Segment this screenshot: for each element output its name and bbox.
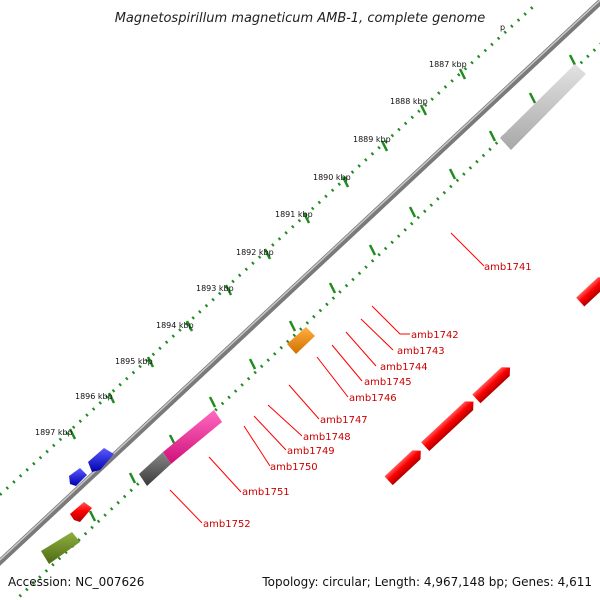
ruler-tick <box>68 428 77 440</box>
leader-line <box>331 344 363 382</box>
outer-scale-ring <box>0 3 537 497</box>
ruler-tick <box>263 248 272 260</box>
blue-feature[interactable] <box>69 468 87 486</box>
inner-tick <box>528 92 537 104</box>
kbp-label: 1888 kbp <box>390 97 428 106</box>
accession-text: Accession: NC_007626 <box>8 575 144 589</box>
olive-feature[interactable] <box>41 532 80 564</box>
inner-tick <box>208 396 217 408</box>
gene-label-amb1746[interactable]: amb1746 <box>349 393 397 404</box>
ruler-tick <box>185 320 194 332</box>
kbp-label: 1896 kbp <box>75 392 113 401</box>
cds-track <box>384 273 600 486</box>
magenta-feature[interactable] <box>163 410 222 464</box>
leader-line <box>267 404 303 437</box>
leader-line <box>253 415 287 451</box>
leader-line <box>371 305 410 335</box>
cds-arrow[interactable] <box>70 502 92 522</box>
inner-tick <box>568 54 577 66</box>
inner-tick <box>448 168 457 180</box>
kbp-label: 1890 kbp <box>313 173 351 182</box>
inner-tick <box>328 282 337 294</box>
inner-tick <box>408 206 417 218</box>
cds-arrow[interactable] <box>384 446 425 486</box>
gene-label-amb1748[interactable]: amb1748 <box>303 432 351 443</box>
inner-tick <box>288 320 297 332</box>
genome-backbone <box>0 0 600 566</box>
kbp-label: 1895 kbp <box>115 357 153 366</box>
gene-label-amb1750[interactable]: amb1750 <box>270 462 318 473</box>
gene-label-amb1741[interactable]: amb1741 <box>484 262 532 273</box>
cds-arrow[interactable] <box>576 273 600 307</box>
cds-arrow[interactable] <box>421 397 477 452</box>
inner-tick <box>248 358 257 370</box>
kbp-label: 1893 kbp <box>196 284 234 293</box>
ruler-tick <box>458 68 467 80</box>
leader-line <box>169 489 203 524</box>
ruler-tick <box>302 212 311 224</box>
ruler-tick <box>107 392 116 404</box>
inner-tick <box>488 130 497 142</box>
gene-label-amb1744[interactable]: amb1744 <box>380 362 428 373</box>
blue-feature[interactable] <box>88 448 114 472</box>
kbp-label: 1892 kbp <box>236 248 274 257</box>
kbp-label: 1889 kbp <box>353 135 391 144</box>
leader-line <box>208 456 242 493</box>
ruler-tick <box>341 176 350 188</box>
gene-label-amb1743[interactable]: amb1743 <box>397 346 445 357</box>
genome-title: Magnetospirillum magneticum AMB-1, compl… <box>115 11 486 26</box>
leader-line <box>360 318 394 351</box>
leader-line <box>450 232 485 267</box>
gene-label-amb1747[interactable]: amb1747 <box>320 415 368 426</box>
gene-label-amb1752[interactable]: amb1752 <box>203 519 251 530</box>
genome-backbone-highlight <box>0 0 600 561</box>
inner-tick <box>88 510 97 522</box>
ruler-tick <box>146 356 155 368</box>
ruler-ticks <box>68 68 467 440</box>
genome-summary-text: Topology: circular; Length: 4,967,148 bp… <box>261 575 592 589</box>
kbp-label: 1897 kbp <box>35 428 73 437</box>
inner-tick <box>128 472 137 484</box>
inner-tick <box>368 244 377 256</box>
gene-label-amb1749[interactable]: amb1749 <box>287 446 335 457</box>
leader-line <box>316 356 349 398</box>
gene-leader-lines <box>169 232 485 524</box>
kbp-label: 1891 kbp <box>275 210 313 219</box>
ruler-tick <box>380 140 389 152</box>
inner-ring-ticks <box>88 54 577 522</box>
ruler-tick <box>224 284 233 296</box>
orange-feature[interactable] <box>287 327 315 354</box>
gene-label-amb1751[interactable]: amb1751 <box>242 487 290 498</box>
leader-line <box>243 425 271 467</box>
grey-feature[interactable] <box>500 64 586 150</box>
gene-label-amb1745[interactable]: amb1745 <box>364 377 412 388</box>
title-fragment: p <box>500 23 505 32</box>
cds-arrow[interactable] <box>472 363 514 404</box>
leader-line <box>345 331 377 367</box>
dark-feature[interactable] <box>139 452 171 486</box>
kbp-label: 1894 kbp <box>156 321 194 330</box>
inner-scale-ring <box>13 42 600 600</box>
gene-label-amb1742[interactable]: amb1742 <box>411 330 459 341</box>
leader-line <box>288 384 320 420</box>
ruler-tick <box>419 104 428 116</box>
kbp-label: 1887 kbp <box>429 60 467 69</box>
